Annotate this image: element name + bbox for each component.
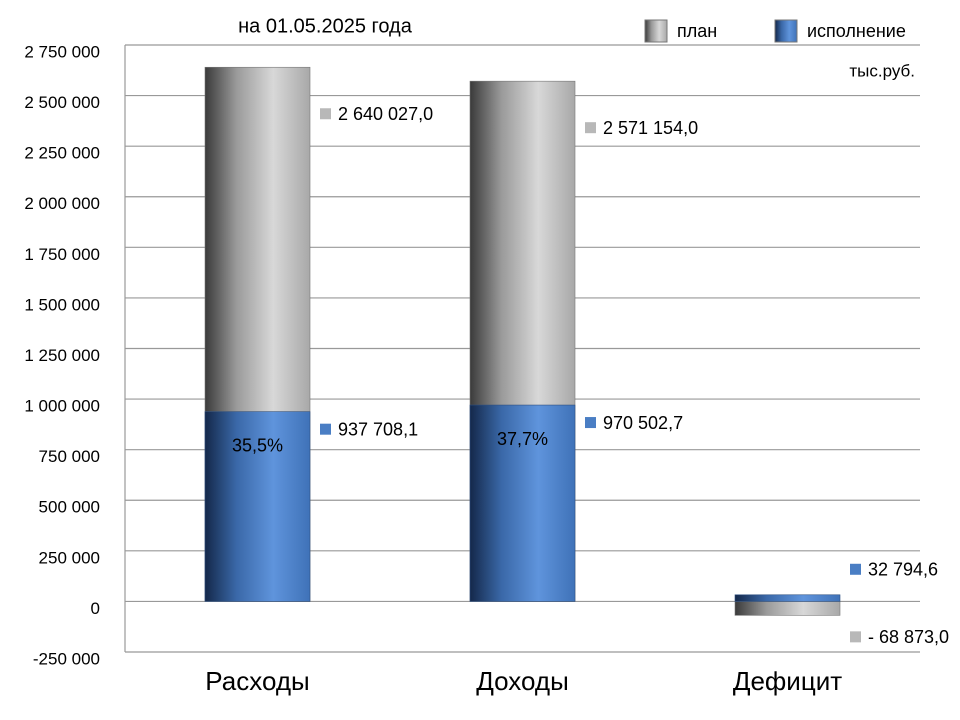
- bar: [204, 411, 311, 602]
- value-label-marker: [585, 417, 596, 429]
- value-label: 2 571 154,0: [603, 118, 698, 138]
- percent-label: 37,7%: [497, 429, 548, 449]
- legend-label: план: [677, 21, 717, 41]
- y-tick-label: 2 500 000: [24, 93, 100, 112]
- y-tick-label: 250 000: [39, 548, 100, 567]
- y-tick-label: 2 250 000: [24, 144, 100, 163]
- value-label-marker: [320, 423, 331, 435]
- y-tick-label: 1 500 000: [24, 295, 100, 314]
- value-label: 970 502,7: [603, 413, 683, 433]
- x-tick-label: Дефицит: [733, 666, 842, 696]
- value-label-marker: [850, 563, 861, 575]
- percent-label: 35,5%: [232, 435, 283, 455]
- bar: [734, 601, 841, 616]
- value-label: 937 708,1: [338, 419, 418, 439]
- x-tick-label: Доходы: [476, 666, 569, 696]
- bar: [469, 404, 576, 602]
- chart-title: на 01.05.2025 года: [238, 15, 413, 37]
- value-label: - 68 873,0: [868, 627, 949, 647]
- unit-note: тыс.руб.: [849, 61, 915, 80]
- value-label-marker: [585, 122, 596, 134]
- legend-label: исполнение: [807, 21, 906, 41]
- y-tick-label: 1 000 000: [24, 397, 100, 416]
- y-tick-label: 0: [91, 599, 100, 618]
- x-tick-label: Расходы: [205, 666, 309, 696]
- value-label: 2 640 027,0: [338, 104, 433, 124]
- legend-swatch: [774, 19, 798, 43]
- y-tick-label: 1 750 000: [24, 245, 100, 264]
- y-tick-label: 750 000: [39, 447, 100, 466]
- legend-swatch: [644, 19, 668, 43]
- y-tick-label: 500 000: [39, 498, 100, 517]
- bar: [734, 594, 841, 602]
- value-label-marker: [320, 108, 331, 120]
- y-tick-label: -250 000: [33, 649, 100, 668]
- value-label: 32 794,6: [868, 560, 938, 580]
- y-tick-label: 2 000 000: [24, 194, 100, 213]
- y-tick-label: 2 750 000: [24, 42, 100, 61]
- value-label-marker: [850, 631, 861, 643]
- y-tick-label: 1 250 000: [24, 346, 100, 365]
